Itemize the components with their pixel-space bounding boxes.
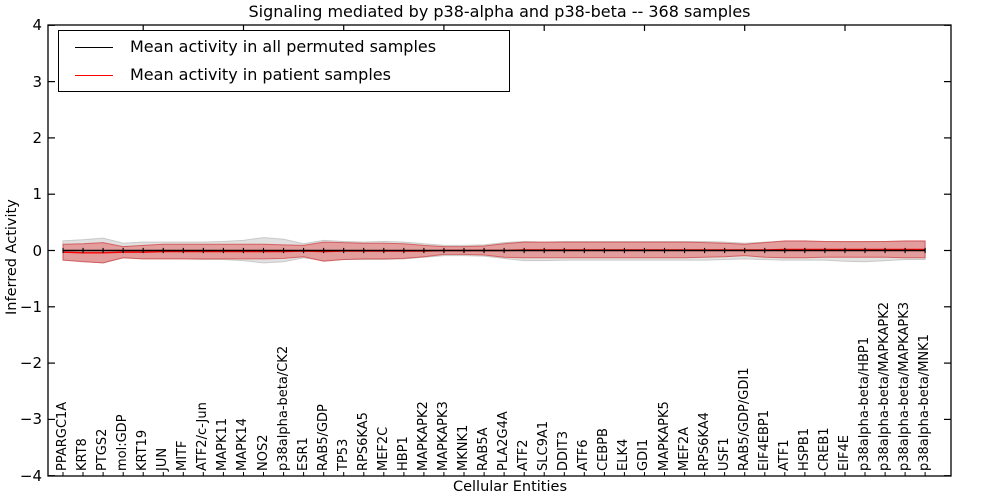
x-tick-label: ATF2/c-Jun bbox=[195, 402, 211, 471]
legend: Mean activity in all permuted samples Me… bbox=[58, 30, 510, 92]
chart-title: Signaling mediated by p38-alpha and p38-… bbox=[248, 2, 751, 21]
x-tick-label: MAPKAPK5 bbox=[656, 401, 672, 471]
x-tick-label: ELK4 bbox=[616, 438, 632, 471]
y-tick-label: 4 bbox=[32, 16, 42, 35]
x-tick-label: ESR1 bbox=[295, 437, 311, 471]
x-tick-label: RPS6KA4 bbox=[696, 412, 712, 471]
x-tick-label: ATF2 bbox=[516, 439, 532, 471]
x-tick-label: SLC9A1 bbox=[536, 420, 552, 471]
x-tick-label: KRT8 bbox=[75, 438, 91, 471]
x-tick-label: DDIT3 bbox=[556, 430, 572, 471]
x-tick-label: CREB1 bbox=[816, 427, 832, 471]
x-tick-label: p38alpha-beta/MAPKAPK3 bbox=[897, 302, 913, 471]
x-tick-label: ATF1 bbox=[776, 439, 792, 471]
x-tick-label: RAB5A bbox=[476, 427, 492, 471]
x-tick-label: mol:GDP bbox=[115, 414, 131, 471]
x-tick-label: RAB5/GDP bbox=[315, 404, 331, 471]
x-tick-label: p38alpha-beta/MNK1 bbox=[917, 334, 933, 471]
y-tick-label: 0 bbox=[32, 241, 42, 260]
x-tick-label: HBP1 bbox=[395, 436, 411, 471]
y-tick-label: 2 bbox=[32, 128, 42, 147]
x-tick-label: PPARGC1A bbox=[55, 401, 70, 471]
x-tick-label: USF1 bbox=[716, 437, 732, 471]
x-tick-label: CEBPB bbox=[596, 428, 612, 471]
legend-item-permuted: Mean activity in all permuted samples bbox=[59, 39, 509, 55]
x-tick-label: PTGS2 bbox=[95, 428, 111, 471]
x-tick-label: GDI1 bbox=[636, 438, 652, 471]
legend-label-permuted: Mean activity in all permuted samples bbox=[130, 37, 437, 56]
y-tick-label: −2 bbox=[19, 354, 42, 373]
x-tick-label: NOS2 bbox=[255, 434, 271, 471]
x-tick-label: MAPK14 bbox=[235, 417, 251, 471]
x-tick-label: RPS6KA5 bbox=[355, 412, 371, 471]
x-tick-label: MEF2C bbox=[375, 426, 391, 471]
x-tick-label: p38alpha-beta/MAPKAPK2 bbox=[877, 302, 893, 471]
legend-label-patient: Mean activity in patient samples bbox=[130, 65, 391, 84]
legend-item-patient: Mean activity in patient samples bbox=[59, 67, 509, 83]
y-tick-label: 1 bbox=[32, 185, 42, 204]
x-tick-label: p38alpha-beta/HBP1 bbox=[857, 336, 872, 471]
x-axis-title: Cellular Entities bbox=[452, 479, 568, 495]
legend-line-permuted-icon bbox=[75, 46, 113, 48]
x-tick-label: p38alpha-beta/CK2 bbox=[275, 345, 291, 471]
x-tick-label: HSPB1 bbox=[796, 427, 812, 471]
x-tick-label: MAPK11 bbox=[215, 417, 231, 471]
x-tick-label: PLA2G4A bbox=[496, 411, 512, 471]
x-tick-label: MKNK1 bbox=[456, 424, 471, 471]
x-tick-label: MAPKAPK2 bbox=[415, 401, 431, 471]
x-tick-label: JUN bbox=[155, 447, 171, 471]
x-tick-label: RAB5/GDP/GDI1 bbox=[736, 367, 752, 471]
x-tick-label: MEF2A bbox=[676, 426, 692, 471]
x-tick-label: ATF6 bbox=[576, 439, 592, 471]
y-tick-label: −3 bbox=[19, 410, 42, 429]
x-tick-label: MITF bbox=[175, 440, 191, 471]
x-tick-label: EIF4EBP1 bbox=[756, 409, 772, 471]
x-tick-label: KRT19 bbox=[135, 429, 151, 471]
y-tick-label: −4 bbox=[19, 466, 42, 485]
x-tick-label: TP53 bbox=[335, 438, 351, 471]
x-tick-label: EIF4E bbox=[836, 434, 852, 471]
y-tick-label: 3 bbox=[32, 72, 42, 91]
x-tick-label: MAPKAPK3 bbox=[435, 401, 451, 471]
y-tick-label: −1 bbox=[19, 297, 42, 316]
legend-line-patient-icon bbox=[75, 74, 113, 76]
